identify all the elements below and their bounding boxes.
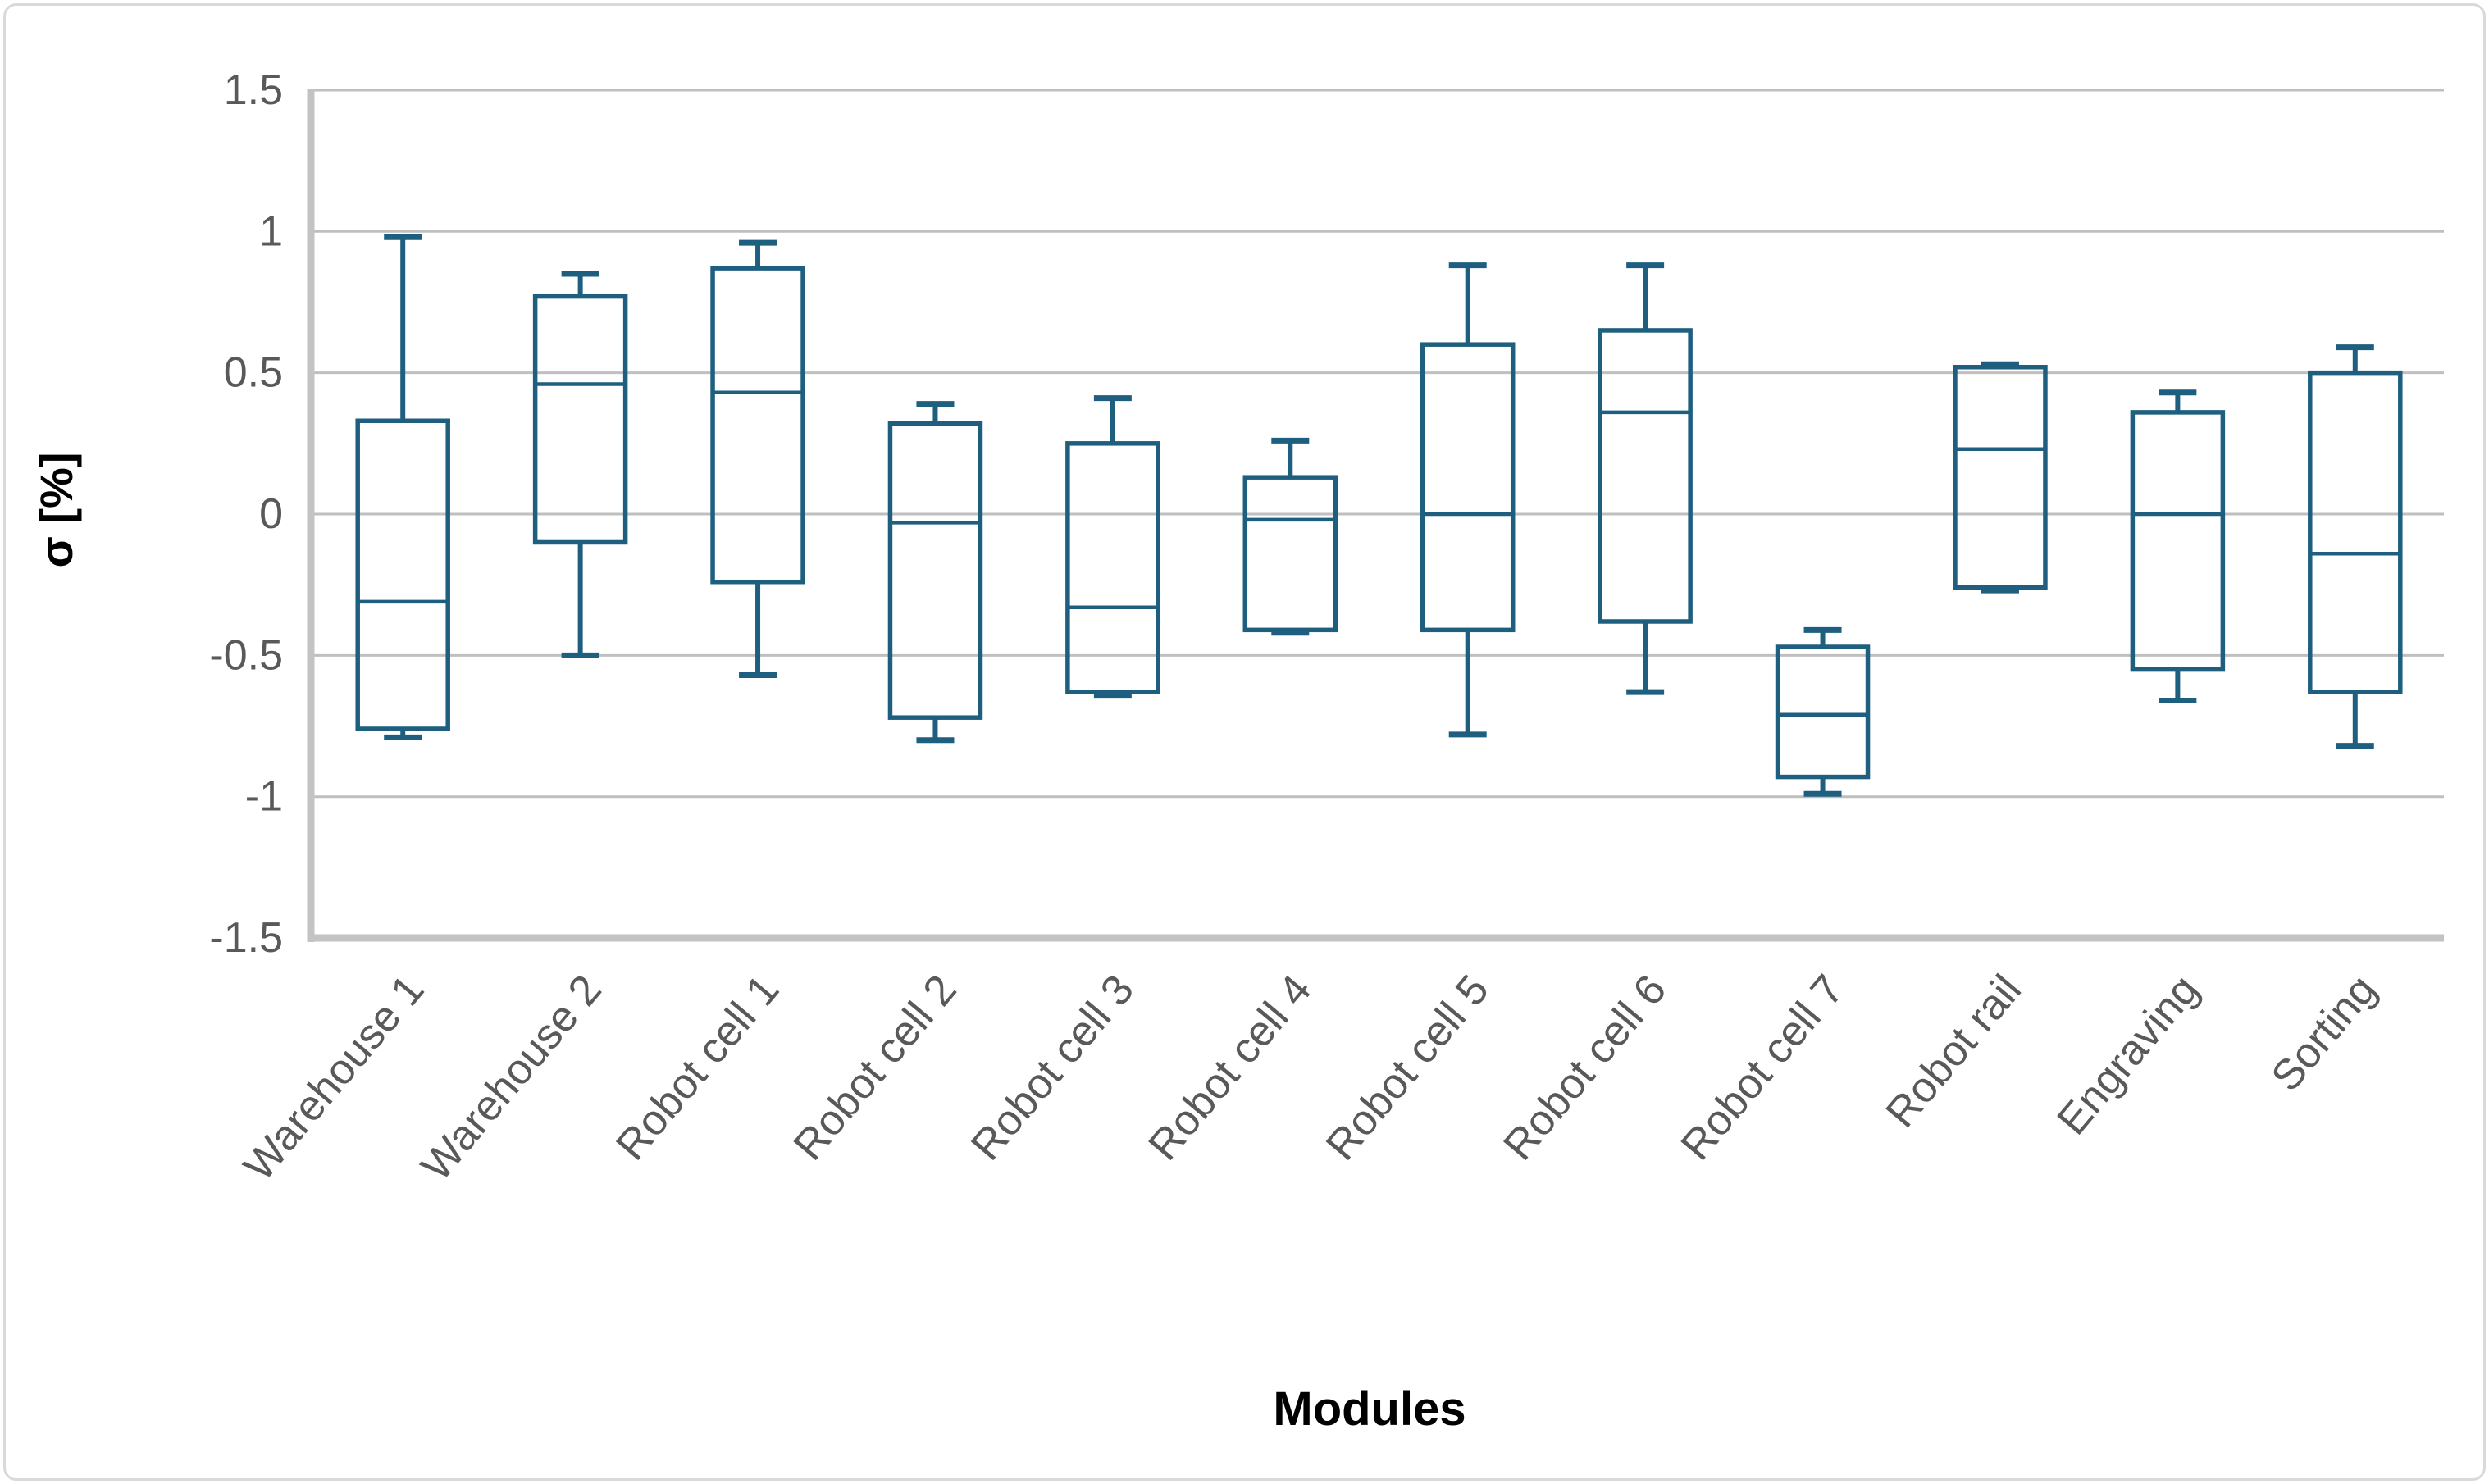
- box-group: [1420, 262, 1516, 738]
- x-axis-title: Modules: [1273, 1382, 1466, 1436]
- box-group: [1242, 437, 1338, 636]
- iqr-box: [1420, 342, 1516, 633]
- iqr-box: [1598, 328, 1693, 624]
- x-category-label: Robot cell 1: [607, 966, 788, 1169]
- x-category-label: Sorting: [2263, 966, 2386, 1099]
- y-tick-label: 0: [259, 490, 283, 538]
- box-group: [532, 271, 628, 658]
- box-group: [887, 401, 983, 744]
- x-category-label: Robot cell 5: [1317, 966, 1498, 1169]
- box-group: [1775, 626, 1871, 797]
- x-category-label: Robot rail: [1877, 966, 2031, 1136]
- y-axis-title: σ [%]: [30, 453, 82, 568]
- box-group: [1598, 262, 1693, 695]
- axes-layer: [307, 88, 2444, 943]
- iqr-box: [1065, 441, 1160, 694]
- boxes-layer: [355, 234, 2403, 797]
- y-tick-label: 0.5: [224, 349, 283, 397]
- iqr-box: [2308, 370, 2403, 694]
- iqr-box: [355, 418, 450, 731]
- y-tick-label: 1: [259, 207, 283, 255]
- x-category-label: Robot cell 3: [962, 966, 1143, 1169]
- box-group: [355, 234, 450, 740]
- x-category-label: Robot cell 2: [785, 966, 966, 1169]
- gridlines-layer: [308, 89, 2444, 799]
- x-category-label: Robot cell 4: [1140, 966, 1321, 1169]
- iqr-box: [710, 266, 805, 585]
- box-group: [1953, 361, 2048, 594]
- box-group: [2130, 389, 2226, 704]
- iqr-box: [2130, 410, 2226, 672]
- x-category-label: Warehouse 2: [413, 966, 611, 1190]
- iqr-box: [887, 421, 983, 720]
- x-category-label: Robot cell 7: [1672, 966, 1853, 1169]
- y-tick-label: -1.5: [209, 914, 283, 962]
- x-category-label: Robot cell 6: [1494, 966, 1675, 1169]
- x-category-label: Warehouse 1: [235, 966, 433, 1190]
- x-category-label: Engraving: [2049, 966, 2209, 1144]
- box-group: [1065, 395, 1160, 699]
- y-tick-label: -0.5: [209, 631, 283, 679]
- iqr-box: [1953, 365, 2048, 590]
- iqr-box: [1242, 475, 1338, 633]
- box-group: [710, 239, 805, 678]
- y-tick-label: 1.5: [224, 66, 283, 114]
- iqr-box: [532, 294, 628, 545]
- iqr-box: [1775, 644, 1871, 780]
- box-group: [2308, 344, 2403, 749]
- y-tick-label: -1: [245, 773, 283, 821]
